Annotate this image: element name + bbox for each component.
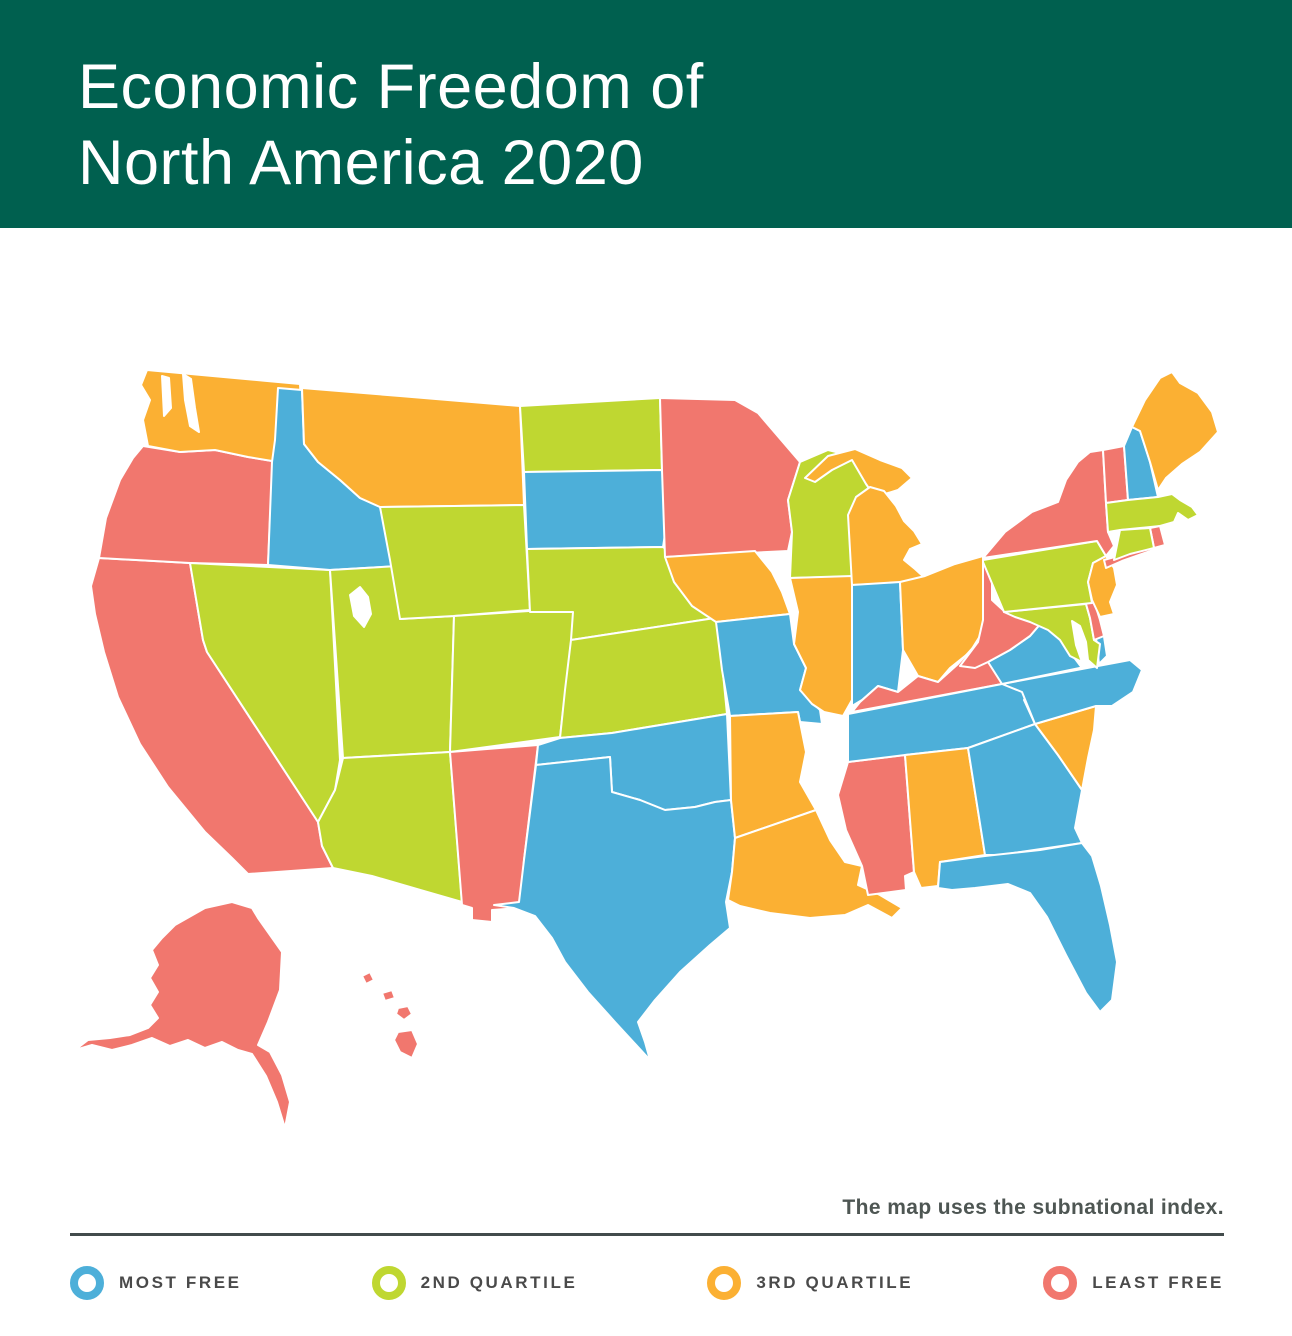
legend-label-3rd-quartile: 3RD QUARTILE bbox=[756, 1273, 914, 1292]
least-free-ring-icon bbox=[1043, 1266, 1078, 1300]
legend: MOST FREE 2ND QUARTILE 3RD QUARTILE LEAS… bbox=[70, 1266, 1224, 1300]
state-arizona bbox=[317, 751, 463, 903]
state-arkansas bbox=[729, 711, 817, 839]
legend-item-2nd-quartile: 2ND QUARTILE bbox=[371, 1266, 578, 1300]
state-michigan-upper-peninsula bbox=[804, 448, 913, 498]
page-title-line1: Economic Freedom of bbox=[78, 52, 704, 122]
legend-item-3rd-quartile: 3RD QUARTILE bbox=[707, 1266, 913, 1300]
state-north-carolina bbox=[1001, 659, 1143, 725]
second-quartile-ring-icon bbox=[371, 1266, 406, 1300]
state-hawaii-oahu bbox=[381, 989, 396, 1002]
state-montana bbox=[301, 387, 525, 508]
most-free-ring-icon bbox=[70, 1266, 104, 1300]
legend-label-least-free: LEAST FREE bbox=[1092, 1273, 1224, 1292]
state-north-dakota bbox=[519, 397, 663, 473]
header-banner: Economic Freedom of North America 2020 bbox=[0, 0, 1292, 228]
puget-sound-water bbox=[182, 373, 200, 433]
legend-label-most-free: MOST FREE bbox=[119, 1273, 242, 1292]
great-salt-lake-water bbox=[349, 586, 372, 628]
state-michigan-lower-peninsula bbox=[847, 486, 933, 586]
divider-rule bbox=[70, 1233, 1224, 1236]
legend-label-2nd-quartile: 2ND QUARTILE bbox=[420, 1273, 578, 1292]
state-alaska bbox=[74, 901, 291, 1129]
state-louisiana bbox=[727, 809, 903, 919]
state-texas bbox=[493, 756, 736, 1061]
state-colorado bbox=[449, 607, 576, 753]
state-hawaii-maui bbox=[395, 1005, 413, 1021]
state-wyoming bbox=[379, 504, 531, 620]
page-title-line2: North America 2020 bbox=[78, 127, 644, 198]
state-connecticut bbox=[1113, 527, 1155, 561]
state-hawaii-kauai bbox=[361, 971, 375, 985]
page-title: Economic Freedom of North America 2020 bbox=[78, 50, 1252, 201]
third-quartile-ring-icon bbox=[707, 1266, 742, 1300]
state-hawaii-big-island bbox=[393, 1029, 419, 1059]
state-florida bbox=[937, 842, 1118, 1013]
legend-item-least-free: LEAST FREE bbox=[1043, 1266, 1224, 1300]
subnational-index-note: The map uses the subnational index. bbox=[842, 1196, 1224, 1219]
state-maine bbox=[1131, 371, 1219, 491]
legend-item-most-free: MOST FREE bbox=[70, 1266, 242, 1300]
washington-coast-inlet-water bbox=[161, 375, 172, 417]
state-oregon bbox=[98, 445, 279, 566]
state-new-york bbox=[982, 449, 1115, 559]
state-west-virginia bbox=[959, 561, 1043, 669]
state-south-dakota bbox=[523, 469, 669, 550]
state-minnesota bbox=[659, 397, 801, 558]
